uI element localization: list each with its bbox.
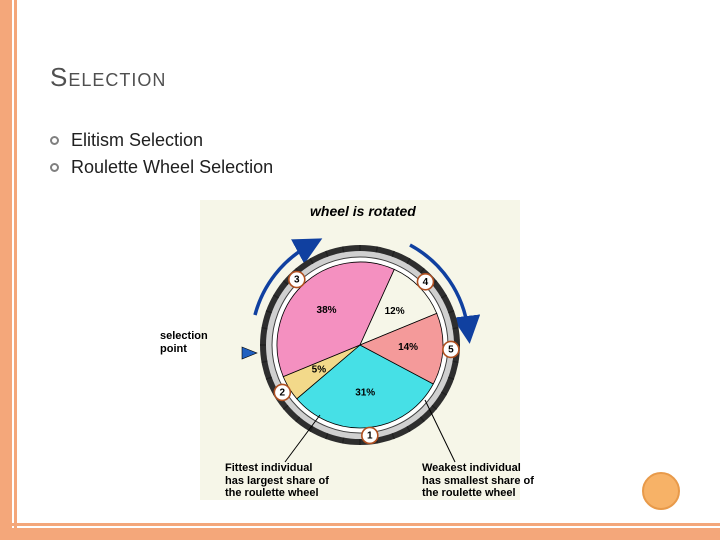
roulette-wheel-diagram: 31% 1 5% 2 38% 3 12% 4 14% 5 wheel is rotated sel… — [160, 200, 560, 510]
svg-text:5%: 5% — [312, 365, 327, 376]
bullet-icon — [50, 136, 59, 145]
svg-text:38%: 38% — [317, 305, 337, 316]
fittest-annotation: Fittest individual has largest share of … — [225, 462, 360, 500]
bullet-icon — [50, 163, 59, 172]
svg-text:2: 2 — [280, 388, 286, 399]
svg-text:4: 4 — [423, 277, 429, 288]
svg-text:5: 5 — [448, 345, 454, 356]
weakest-annotation: Weakest individual has smallest share of… — [422, 462, 562, 500]
svg-text:3: 3 — [294, 275, 300, 286]
svg-text:14%: 14% — [398, 342, 418, 353]
accent-border-bottom-inner — [0, 523, 720, 526]
selection-point-label: selection point — [160, 330, 208, 355]
accent-border-left-inner — [14, 0, 17, 540]
decorative-corner-dot — [642, 472, 680, 510]
slide-title: Selection — [50, 62, 166, 93]
accent-border-left — [0, 0, 12, 540]
svg-text:31%: 31% — [355, 387, 375, 398]
top-arc-label: wheel is rotated — [310, 203, 416, 219]
bullet-text: Roulette Wheel Selection — [71, 157, 273, 178]
svg-text:12%: 12% — [385, 306, 405, 317]
bullet-list: Elitism Selection Roulette Wheel Selecti… — [50, 130, 273, 184]
accent-border-bottom — [0, 528, 720, 540]
bullet-text: Elitism Selection — [71, 130, 203, 151]
svg-text:1: 1 — [367, 431, 373, 442]
list-item: Elitism Selection — [50, 130, 273, 151]
list-item: Roulette Wheel Selection — [50, 157, 273, 178]
